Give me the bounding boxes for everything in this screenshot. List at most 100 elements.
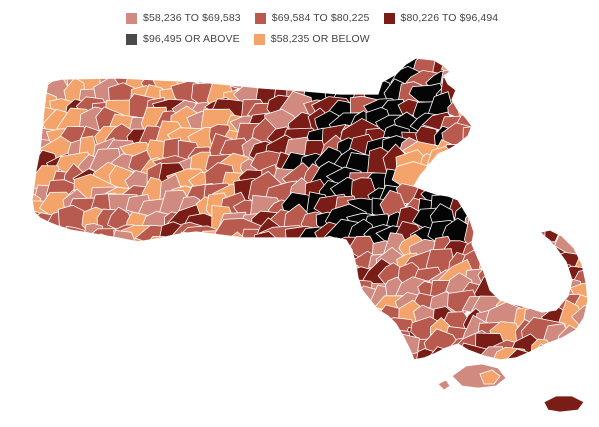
municipality-cell — [69, 292, 106, 320]
municipality-cell — [461, 155, 494, 178]
municipality-cell — [141, 250, 173, 285]
municipality-cell — [280, 314, 312, 346]
municipality-cell — [83, 278, 109, 308]
municipality-cell — [458, 94, 499, 119]
municipality-cell — [271, 268, 304, 296]
municipality-cell — [208, 255, 238, 281]
municipality-cell — [512, 166, 540, 187]
municipality-cell — [333, 306, 363, 339]
municipality-cell — [502, 197, 539, 224]
municipality-cell — [301, 267, 330, 294]
municipality-cell — [41, 343, 79, 360]
municipality-cell — [313, 326, 352, 349]
municipality-cell — [484, 174, 508, 209]
municipality-cell — [32, 327, 45, 347]
municipality-cell — [520, 139, 555, 169]
municipality-cell — [254, 253, 284, 279]
municipality-cell — [338, 330, 385, 360]
municipality-cell — [451, 58, 497, 81]
municipality-cell — [32, 120, 38, 156]
municipality-cell — [175, 312, 205, 331]
municipality-cell — [63, 241, 88, 260]
municipality-cell — [539, 194, 580, 218]
municipality-cell — [444, 171, 478, 192]
municipality-cell — [32, 92, 41, 131]
municipality-cell — [514, 58, 540, 83]
municipality-cell — [251, 295, 282, 321]
island-shape — [543, 395, 585, 413]
municipality-cell — [188, 249, 228, 283]
municipality-cell — [211, 264, 261, 290]
municipality-cell — [47, 274, 77, 310]
municipality-cell — [183, 263, 223, 297]
municipality-cell — [310, 265, 346, 301]
municipality-cell — [173, 58, 202, 68]
municipality-cell — [535, 206, 575, 234]
municipality-cell — [491, 196, 525, 218]
municipality-cell — [187, 347, 219, 360]
municipality-cell — [76, 58, 115, 73]
municipality-cell — [510, 245, 551, 276]
municipality-cell — [469, 58, 493, 65]
legend-item-58235-below: $58,235 OR BELOW — [253, 33, 370, 45]
municipality-cell — [496, 178, 525, 208]
municipality-cell — [32, 272, 46, 313]
municipality-cell — [153, 246, 192, 276]
municipality-cell — [489, 111, 521, 142]
municipality-cell — [32, 224, 61, 247]
municipality-cell — [167, 58, 208, 85]
municipality-cell — [78, 239, 108, 266]
municipality-cell — [573, 96, 588, 123]
municipality-cell — [561, 58, 588, 73]
municipality-cell — [490, 259, 529, 298]
municipality-cell — [72, 250, 111, 277]
municipality-cell — [119, 252, 158, 275]
municipality-cell — [246, 58, 294, 68]
municipality-cell — [269, 308, 299, 332]
municipality-cell — [477, 137, 511, 164]
municipality-cell — [501, 133, 541, 167]
municipality-cell — [540, 70, 567, 99]
municipality-cell — [153, 58, 192, 67]
legend: $58,236 TO $69,583 $69,584 TO $80,225 $8… — [126, 12, 596, 45]
municipality-cell — [96, 256, 125, 274]
municipality-cell — [32, 141, 41, 161]
municipality-cell — [157, 317, 186, 344]
municipality-cell — [460, 73, 494, 96]
municipality-cell — [338, 58, 365, 71]
municipality-cell — [66, 279, 92, 305]
municipality-cell — [51, 58, 76, 81]
municipality-cell — [32, 279, 54, 304]
municipality-cell — [509, 106, 540, 139]
municipality-cell — [493, 142, 535, 164]
municipality-cell — [574, 122, 588, 151]
municipality-cell — [479, 100, 506, 136]
municipality-cell — [209, 347, 238, 360]
municipality-cell — [142, 58, 173, 65]
municipality-cell — [443, 143, 475, 165]
legend-label: $58,235 OR BELOW — [270, 33, 370, 45]
municipality-cell — [349, 326, 377, 347]
municipality-cell — [336, 327, 367, 345]
municipality-cell — [491, 58, 530, 84]
municipality-cell — [544, 158, 573, 181]
municipality-cell — [483, 222, 511, 252]
municipality-cell — [345, 58, 387, 80]
municipality-cell — [32, 58, 63, 80]
municipality-cell — [124, 281, 163, 319]
legend-item-80226-96494: $80,226 TO $96,494 — [383, 12, 499, 24]
municipality-cell — [174, 297, 200, 323]
municipality-cell — [171, 335, 209, 360]
municipality-cell — [206, 337, 239, 359]
municipality-cell — [93, 276, 122, 313]
municipality-cell — [473, 97, 513, 124]
municipality-cell — [573, 208, 588, 244]
municipality-cell — [500, 127, 546, 151]
municipality-cell — [123, 349, 165, 360]
municipality-cell — [105, 252, 138, 287]
municipality-cell — [240, 306, 267, 333]
legend-label: $58,236 TO $69,583 — [143, 12, 241, 24]
municipality-cell — [554, 215, 585, 237]
municipality-cell — [32, 333, 45, 360]
municipality-cell — [520, 159, 564, 183]
